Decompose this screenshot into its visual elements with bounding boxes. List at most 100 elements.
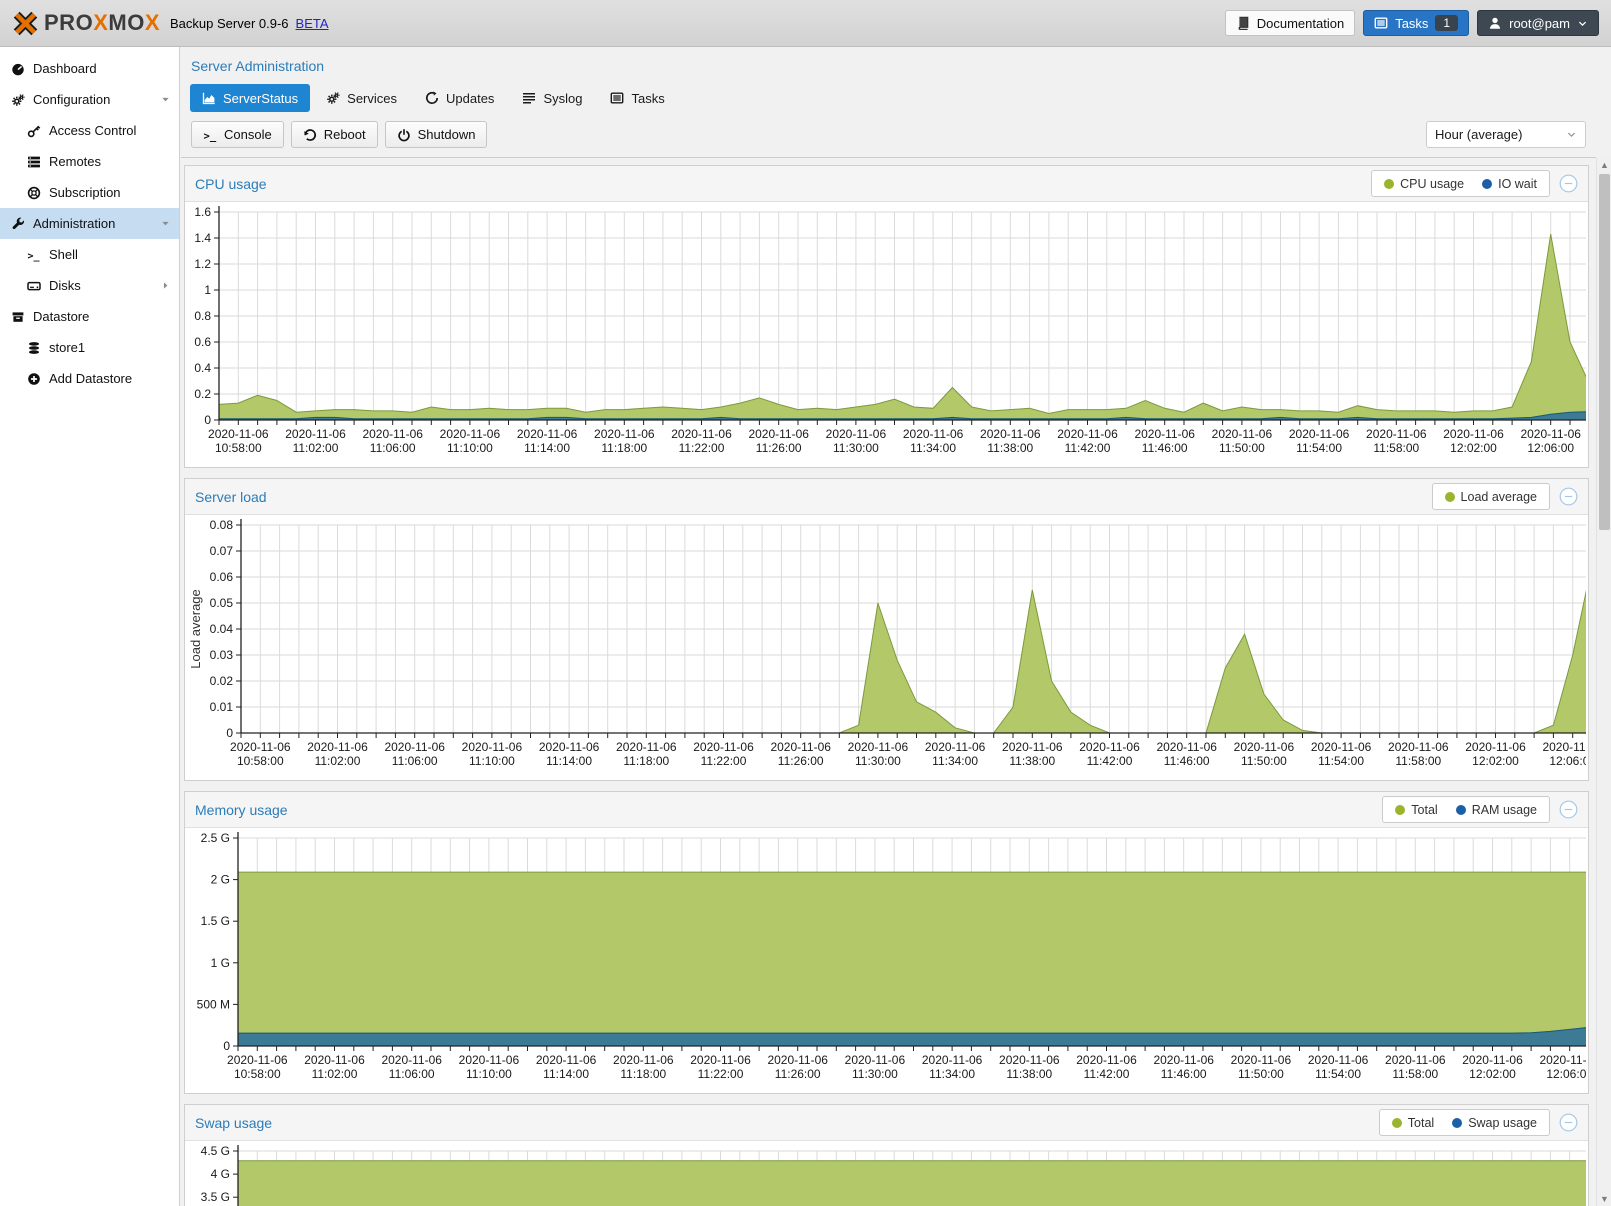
svg-text:11:06:00: 11:06:00 (392, 754, 438, 768)
memory-usage-legend[interactable]: Total RAM usage (1382, 796, 1550, 823)
svg-text:11:02:00: 11:02:00 (312, 1067, 358, 1081)
tab-updates[interactable]: Updates (413, 84, 506, 112)
svg-text:11:18:00: 11:18:00 (623, 754, 669, 768)
svg-text:11:14:00: 11:14:00 (524, 441, 570, 455)
svg-text:11:30:00: 11:30:00 (852, 1067, 898, 1081)
vertical-scrollbar[interactable]: ▲ ▼ (1596, 158, 1611, 1206)
sidebar-item-add-datastore[interactable]: Add Datastore (0, 363, 179, 394)
svg-text:11:58:00: 11:58:00 (1392, 1067, 1438, 1081)
svg-text:2020-11-06: 2020-11-06 (1079, 740, 1140, 754)
svg-text:2020-11-06: 2020-11-06 (285, 427, 346, 441)
svg-text:1 G: 1 G (211, 956, 230, 970)
svg-text:2020-11-06: 2020-11-06 (1234, 740, 1295, 754)
terminal-icon: >_ (203, 128, 217, 142)
chart-area-icon (202, 91, 216, 105)
caret-right-icon[interactable] (160, 280, 171, 291)
legend-label: Load average (1460, 489, 1537, 504)
svg-text:11:42:00: 11:42:00 (1087, 754, 1133, 768)
sidebar-item-shell[interactable]: >_ Shell (0, 239, 179, 270)
collapse-panel-icon[interactable] (1559, 174, 1578, 193)
cpu-usage-legend[interactable]: CPU usage IO wait (1371, 170, 1550, 197)
tasks-button[interactable]: Tasks 1 (1363, 10, 1470, 36)
svg-text:11:38:00: 11:38:00 (987, 441, 1033, 455)
svg-text:2020-11-06: 2020-11-06 (845, 1053, 906, 1067)
svg-text:1.4: 1.4 (194, 231, 211, 245)
legend-item-io-wait[interactable]: IO wait (1482, 177, 1537, 191)
svg-text:12:06:00: 12:06:00 (1546, 1067, 1586, 1081)
sidebar-item-subscription[interactable]: Subscription (0, 177, 179, 208)
svg-text:2020-11-06: 2020-11-06 (1156, 740, 1217, 754)
console-button[interactable]: >_ Console (191, 121, 284, 148)
swap-usage-legend[interactable]: Total Swap usage (1378, 1109, 1550, 1136)
legend-item-total[interactable]: Total (1395, 803, 1438, 817)
key-icon (27, 124, 41, 138)
legend-item-total[interactable]: Total (1391, 1116, 1434, 1130)
legend-item-cpu-usage[interactable]: CPU usage (1384, 177, 1464, 191)
svg-text:0: 0 (226, 726, 233, 740)
svg-text:2020-11-06: 2020-11-06 (304, 1053, 365, 1067)
user-menu-button[interactable]: root@pam (1477, 10, 1599, 36)
tab-serverstatus[interactable]: ServerStatus (190, 84, 311, 112)
legend-label: IO wait (1498, 176, 1537, 191)
sidebar-item-label: Disks (49, 278, 81, 293)
sidebar-item-disks[interactable]: Disks (0, 270, 179, 301)
sidebar-item-store1[interactable]: store1 (0, 332, 179, 363)
svg-text:0.04: 0.04 (210, 622, 234, 636)
legend-item-load-average[interactable]: Load average (1444, 489, 1537, 504)
caret-down-icon[interactable] (160, 218, 171, 229)
sidebar-item-label: Shell (49, 247, 78, 262)
tab-tasks[interactable]: Tasks (598, 84, 676, 112)
svg-text:2020-11-06: 2020-11-06 (462, 740, 523, 754)
scrollbar-thumb[interactable] (1599, 174, 1610, 530)
svg-text:0.4: 0.4 (194, 361, 211, 375)
svg-text:11:14:00: 11:14:00 (546, 754, 592, 768)
collapse-panel-icon[interactable] (1559, 1113, 1578, 1132)
sidebar-item-remotes[interactable]: Remotes (0, 146, 179, 177)
collapse-panel-icon[interactable] (1559, 800, 1578, 819)
svg-text:0.01: 0.01 (210, 700, 234, 714)
svg-text:11:34:00: 11:34:00 (929, 1067, 975, 1081)
svg-text:2020-11-06: 2020-11-06 (594, 427, 655, 441)
collapse-panel-icon[interactable] (1559, 487, 1578, 506)
timeframe-select[interactable]: Hour (average) (1426, 121, 1586, 148)
sidebar-item-dashboard[interactable]: Dashboard (0, 53, 179, 84)
scroll-down-arrow[interactable]: ▼ (1600, 1194, 1609, 1204)
svg-text:11:38:00: 11:38:00 (1009, 754, 1055, 768)
sidebar-item-configuration[interactable]: Configuration (0, 84, 179, 115)
tab-services[interactable]: Services (314, 84, 409, 112)
svg-text:2020-11-06: 2020-11-06 (539, 740, 600, 754)
svg-text:2020-11-06: 2020-11-06 (1076, 1053, 1137, 1067)
svg-text:0.8: 0.8 (194, 309, 211, 323)
documentation-button[interactable]: Documentation (1224, 10, 1356, 36)
tasklist-icon (610, 91, 624, 105)
shutdown-button[interactable]: Shutdown (384, 121, 488, 148)
cpu-usage-panel-header: CPU usage CPU usage IO wait (185, 166, 1588, 202)
svg-text:2020-11-06: 2020-11-06 (903, 427, 964, 441)
legend-item-swap-usage[interactable]: Swap usage (1452, 1116, 1537, 1130)
reboot-button[interactable]: Reboot (290, 121, 378, 148)
svg-text:11:18:00: 11:18:00 (601, 441, 647, 455)
server-load-legend[interactable]: Load average (1431, 483, 1550, 510)
tab-syslog[interactable]: Syslog (510, 84, 594, 112)
svg-text:2020-11-06: 2020-11-06 (362, 427, 423, 441)
svg-text:2 G: 2 G (211, 873, 230, 887)
caret-down-icon[interactable] (160, 94, 171, 105)
svg-text:2020-11-06: 2020-11-06 (925, 740, 986, 754)
svg-text:2020-11-06: 2020-11-06 (922, 1053, 983, 1067)
legend-item-ram-usage[interactable]: RAM usage (1455, 803, 1537, 817)
svg-text:2020-11-06: 2020-11-06 (1520, 427, 1581, 441)
book-icon (1236, 16, 1250, 30)
proxmox-logo: PROXMOX (12, 10, 160, 37)
sidebar-item-administration[interactable]: Administration (0, 208, 179, 239)
sidebar-item-datastore[interactable]: Datastore (0, 301, 179, 332)
svg-text:10:58:00: 10:58:00 (234, 1067, 281, 1081)
tab-label: Tasks (631, 90, 665, 106)
svg-text:0.03: 0.03 (210, 648, 234, 662)
add-icon (27, 372, 41, 386)
sidebar-item-access-control[interactable]: Access Control (0, 115, 179, 146)
scroll-up-arrow[interactable]: ▲ (1600, 160, 1609, 170)
refresh-icon (425, 91, 439, 105)
svg-text:2020-11-06: 2020-11-06 (227, 1053, 288, 1067)
beta-link[interactable]: BETA (295, 15, 329, 31)
